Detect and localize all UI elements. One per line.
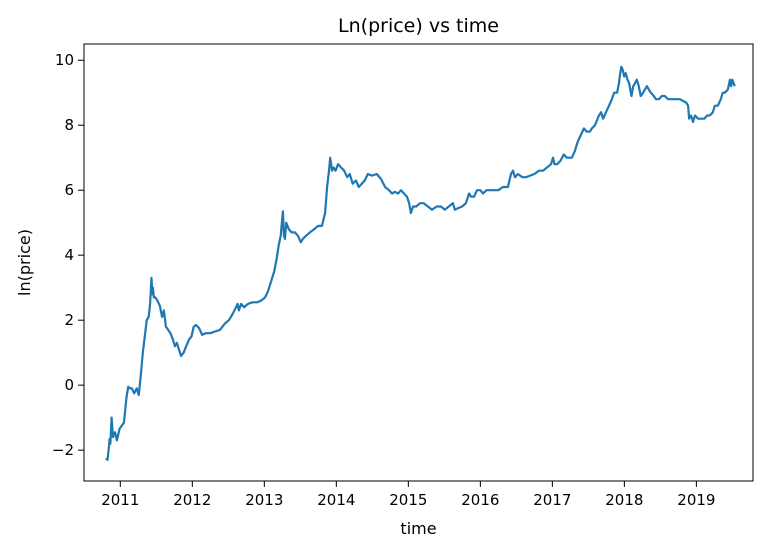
chart-title: Ln(price) vs time: [338, 15, 499, 37]
y-tick-label: 0: [64, 376, 74, 394]
x-tick-label: 2013: [245, 491, 283, 509]
plot-frame: [83, 43, 754, 482]
series-line-0: [105, 65, 736, 461]
x-tick-label: 2018: [605, 491, 643, 509]
y-tick-label: 4: [64, 246, 74, 264]
x-tick-label: 2012: [173, 491, 211, 509]
x-tick-label: 2014: [317, 491, 355, 509]
y-tick-label: 10: [55, 51, 74, 69]
x-tick-label: 2015: [389, 491, 427, 509]
x-axis-ticks: 2011 2012 2013 2014 2015 2016 2017 2018 2019: [101, 481, 715, 509]
x-axis-label: time: [400, 519, 436, 538]
x-tick-label: 2019: [677, 491, 715, 509]
x-tick-label: 2017: [533, 491, 571, 509]
y-tick-label: 8: [64, 116, 74, 134]
y-tick-label: −2: [52, 441, 74, 459]
y-axis-ticks: −2 0 2 4 6 8 10: [52, 51, 84, 459]
y-tick-label: 2: [64, 311, 74, 329]
x-tick-label: 2011: [101, 491, 139, 509]
series-layer: [105, 65, 736, 461]
y-tick-label: 6: [64, 181, 74, 199]
y-axis-label: ln(price): [15, 229, 34, 296]
x-tick-label: 2016: [461, 491, 499, 509]
